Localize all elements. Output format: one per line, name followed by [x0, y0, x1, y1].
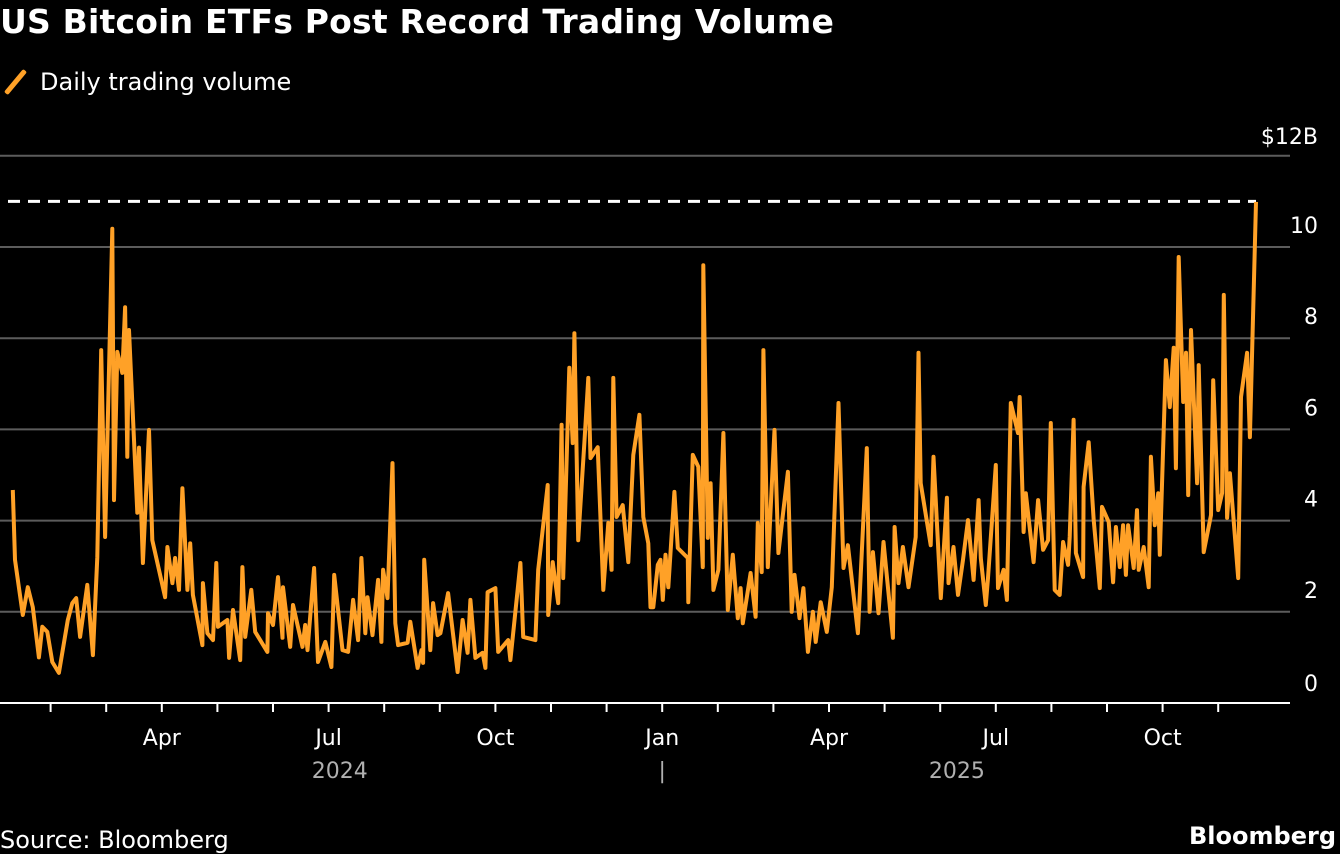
year-label: |: [658, 759, 665, 784]
y-tick-label: 4: [1304, 488, 1318, 513]
bloomberg-logo: Bloomberg: [1189, 822, 1336, 850]
year-label: 2024: [312, 759, 368, 784]
y-tick-label: 8: [1304, 305, 1318, 330]
legend-label: Daily trading volume: [40, 68, 292, 96]
y-tick-label: $12B: [1261, 125, 1318, 150]
y-tick-label: 0: [1304, 672, 1318, 697]
legend: Daily trading volume: [2, 68, 291, 96]
series-line-daily-trading-volume: [10, 201, 1258, 675]
chart-title: US Bitcoin ETFs Post Record Trading Volu…: [0, 2, 835, 41]
y-tick-label: 10: [1290, 214, 1318, 239]
y-axis-labels: 0 2 4 6 8 10 $12B: [1261, 125, 1318, 697]
x-axis: Apr Jul Oct Jan Apr Jul Oct 2024 | 2025: [0, 702, 1290, 784]
source-note: Source: Bloomberg: [0, 826, 229, 854]
x-tick-label: Apr: [143, 726, 182, 751]
x-tick-label: Oct: [476, 726, 514, 751]
y-tick-label: 6: [1304, 396, 1318, 421]
x-tick-label: Jul: [981, 726, 1010, 751]
y-tick-label: 2: [1304, 579, 1318, 604]
x-tick-label: Jul: [313, 726, 342, 751]
x-tick-label: Jan: [643, 726, 679, 751]
x-tick-label: Apr: [810, 726, 849, 751]
year-label: 2025: [929, 759, 985, 784]
x-tick-label: Oct: [1144, 726, 1182, 751]
